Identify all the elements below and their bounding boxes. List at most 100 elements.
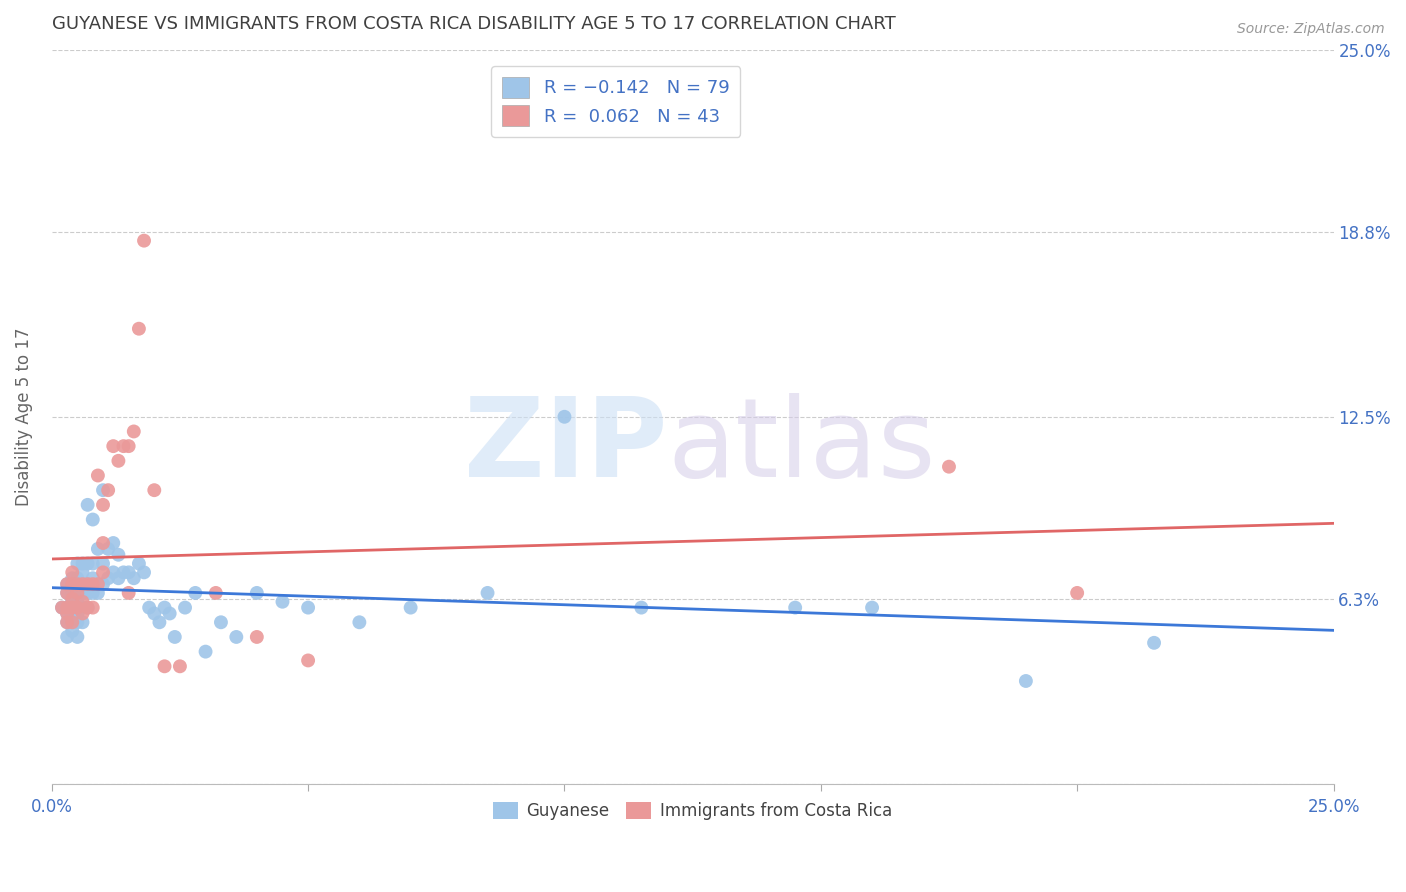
Point (97, 541, 120, 556)
Point (56, 607, 79, 621)
Point (76, 600, 98, 615)
Point (143, 607, 166, 621)
Point (66, 595, 89, 609)
Point (477, 586, 499, 600)
Point (66, 615, 89, 630)
Point (103, 536, 125, 550)
Point (87, 541, 110, 556)
Point (143, 483, 166, 498)
Point (66, 607, 89, 621)
Point (60, 566, 83, 580)
Point (128, 322, 150, 336)
Point (148, 615, 170, 630)
Point (76, 586, 98, 600)
Point (103, 439, 125, 453)
Point (225, 630, 247, 644)
Point (60, 600, 83, 615)
Point (66, 571, 89, 585)
Point (174, 600, 197, 615)
Point (56, 600, 79, 615)
Legend: Guyanese, Immigrants from Costa Rica: Guyanese, Immigrants from Costa Rica (486, 796, 898, 827)
Point (51, 600, 73, 615)
Point (103, 566, 125, 580)
Point (87, 577, 110, 591)
Point (66, 607, 89, 621)
Point (1066, 586, 1088, 600)
Point (76, 557, 98, 571)
Point (107, 548, 129, 562)
Point (56, 577, 79, 591)
Point (163, 630, 186, 644)
Point (91, 483, 114, 498)
Point (128, 557, 150, 571)
Point (51, 600, 73, 615)
Point (132, 566, 155, 580)
Y-axis label: Disability Age 5 to 17: Disability Age 5 to 17 (15, 327, 32, 506)
Point (72, 586, 94, 600)
Point (66, 586, 89, 600)
Point (60, 615, 83, 630)
Point (76, 600, 98, 615)
Point (399, 600, 422, 615)
Point (169, 659, 191, 673)
Point (60, 571, 83, 585)
Point (938, 459, 960, 474)
Point (56, 600, 79, 615)
Point (66, 577, 89, 591)
Point (56, 615, 79, 630)
Point (82, 571, 104, 585)
Point (271, 595, 294, 609)
Point (76, 498, 98, 512)
Point (60, 586, 83, 600)
Point (82, 512, 104, 526)
Point (112, 439, 135, 453)
Point (153, 600, 176, 615)
Text: Source: ZipAtlas.com: Source: ZipAtlas.com (1237, 22, 1385, 37)
Point (209, 615, 232, 630)
Point (72, 577, 94, 591)
Point (82, 586, 104, 600)
Point (76, 577, 98, 591)
Point (60, 591, 83, 606)
Point (66, 600, 89, 615)
Point (553, 409, 575, 424)
Point (66, 600, 89, 615)
Text: atlas: atlas (666, 392, 935, 500)
Point (66, 630, 89, 644)
Point (246, 630, 269, 644)
Point (97, 483, 120, 498)
Point (630, 600, 652, 615)
Point (56, 615, 79, 630)
Point (1143, 636, 1166, 650)
Point (56, 630, 79, 644)
Point (72, 577, 94, 591)
Point (785, 600, 807, 615)
Point (72, 615, 94, 630)
Point (246, 586, 269, 600)
Point (184, 586, 207, 600)
Text: GUYANESE VS IMMIGRANTS FROM COSTA RICA DISABILITY AGE 5 TO 17 CORRELATION CHART: GUYANESE VS IMMIGRANTS FROM COSTA RICA D… (52, 15, 896, 33)
Point (194, 645, 217, 659)
Point (76, 577, 98, 591)
Point (82, 557, 104, 571)
Point (60, 615, 83, 630)
Point (132, 234, 155, 248)
Point (297, 600, 319, 615)
Point (138, 600, 160, 615)
Point (60, 577, 83, 591)
Point (72, 595, 94, 609)
Point (349, 615, 371, 630)
Point (56, 586, 79, 600)
Point (60, 577, 83, 591)
Point (60, 591, 83, 606)
Point (87, 468, 110, 483)
Point (60, 595, 83, 609)
Point (112, 566, 135, 580)
Point (56, 586, 79, 600)
Point (118, 586, 141, 600)
Point (91, 498, 114, 512)
Point (118, 439, 141, 453)
Point (66, 557, 89, 571)
Point (87, 586, 110, 600)
Point (159, 607, 181, 621)
